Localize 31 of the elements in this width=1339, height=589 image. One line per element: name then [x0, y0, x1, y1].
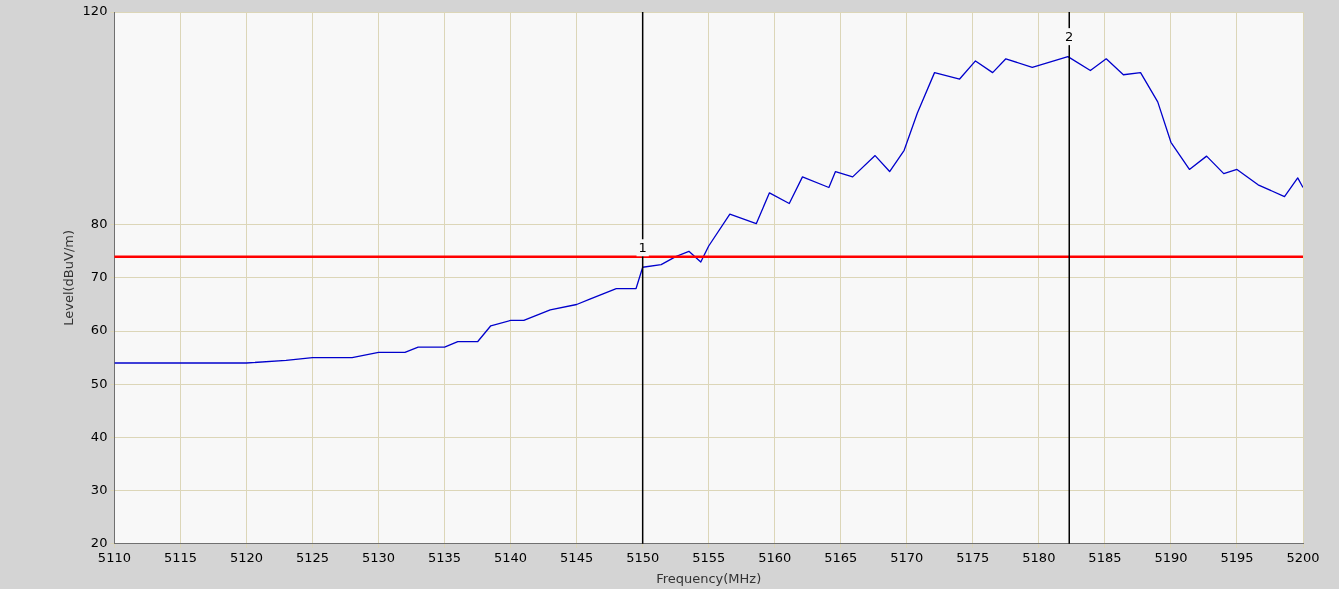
- y-axis-title: Level(dBuV/m): [61, 229, 77, 326]
- y-tick-label: 40: [90, 428, 108, 444]
- y-tick-label: 30: [90, 481, 108, 497]
- x-tick-label: 5115: [163, 549, 197, 565]
- y-tick-label: 80: [90, 216, 108, 232]
- x-tick-label: 5190: [1154, 549, 1188, 565]
- x-tick-label: 5170: [890, 549, 924, 565]
- x-tick-label: 5195: [1220, 549, 1254, 565]
- x-tick-label: 5145: [560, 549, 594, 565]
- x-tick-label: 5155: [692, 549, 726, 565]
- annotation: 2: [1065, 29, 1074, 45]
- y-tick-label: 20: [90, 535, 108, 551]
- x-tick-label: 5125: [295, 549, 330, 565]
- y-tick-label: 50: [90, 375, 108, 391]
- y-tick-label: 120: [82, 3, 108, 19]
- x-tick-label: 5200: [1286, 549, 1320, 565]
- x-tick-label: 5110: [97, 549, 131, 565]
- y-tick-label: 60: [90, 322, 108, 338]
- x-tick-label: 5120: [229, 549, 264, 565]
- x-tick-label: 5185: [1088, 549, 1122, 565]
- x-tick-label: 5180: [1022, 549, 1056, 565]
- y-tick-label: 70: [90, 269, 108, 285]
- x-tick-label: 5130: [362, 549, 396, 565]
- x-tick-label: 5175: [956, 549, 990, 565]
- x-tick-label: 5135: [428, 549, 462, 565]
- x-tick-label: 5140: [494, 549, 528, 565]
- x-tick-label: 5165: [824, 549, 858, 565]
- annotation: 1: [638, 240, 647, 256]
- x-tick-label: 5150: [626, 549, 660, 565]
- x-tick-label: 5160: [758, 549, 792, 565]
- x-axis-title: Frequency(MHz): [656, 570, 762, 586]
